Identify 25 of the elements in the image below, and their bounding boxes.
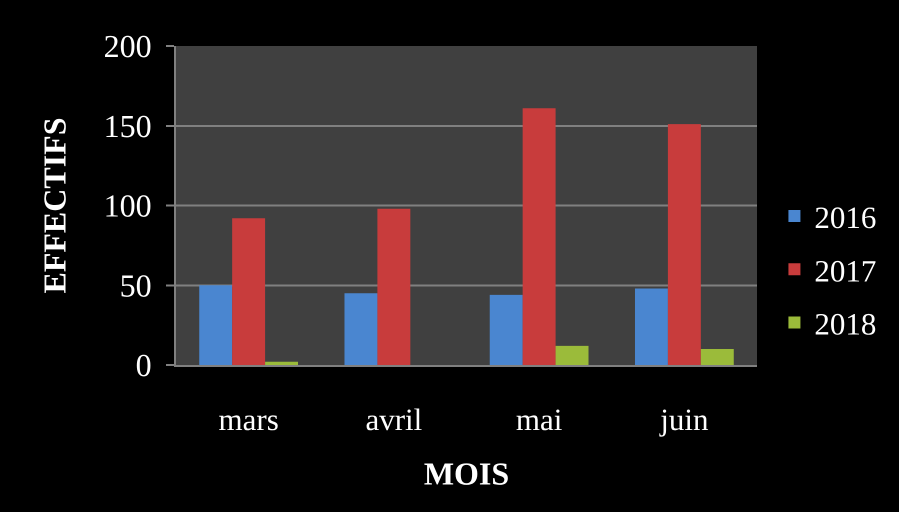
bar — [700, 349, 734, 365]
bar — [556, 346, 589, 365]
bar — [490, 294, 523, 365]
y-tick-label: 50 — [120, 267, 152, 304]
legend-label: 2018 — [814, 306, 876, 342]
legend-label: 2016 — [814, 200, 876, 236]
bar — [377, 208, 410, 365]
x-tick-label: juin — [659, 402, 709, 438]
bar — [232, 218, 266, 365]
x-axis-title: MOIS — [424, 456, 510, 492]
x-tick-label: mars — [218, 402, 279, 438]
bar — [668, 124, 701, 365]
bar — [634, 288, 668, 365]
legend-label: 2017 — [814, 253, 876, 288]
bar — [344, 293, 378, 365]
y-tick-label: 200 — [104, 28, 152, 64]
y-tick-label: 0 — [136, 347, 152, 384]
bar — [199, 285, 232, 365]
y-tick-label: 100 — [104, 188, 152, 224]
bar — [522, 108, 556, 365]
y-axis-title: EFFECTIFS — [36, 117, 72, 294]
x-tick-label: mai — [516, 402, 563, 438]
x-tick-label: avril — [365, 402, 422, 438]
y-tick-label: 150 — [104, 108, 152, 144]
bar — [265, 362, 298, 365]
